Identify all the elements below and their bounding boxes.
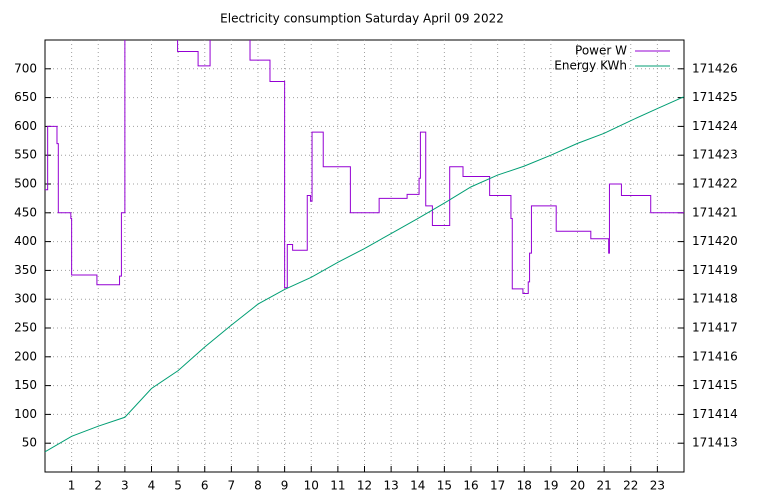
series-line [45, 96, 684, 453]
y-tick-label: 300 [14, 292, 37, 306]
x-tick-label: 18 [517, 479, 532, 493]
x-tick-label: 10 [304, 479, 319, 493]
y-tick-label: 450 [14, 205, 37, 219]
y2-tick-label: 171422 [692, 177, 738, 191]
y-tick-label: 50 [22, 436, 37, 450]
y2-tick-label: 171419 [692, 263, 738, 277]
y-tick-label: 400 [14, 234, 37, 248]
y-tick-label: 200 [14, 349, 37, 363]
x-tick-label: 14 [410, 479, 425, 493]
x-tick-label: 13 [383, 479, 398, 493]
y-tick-label: 650 [14, 90, 37, 104]
series-line [45, 40, 684, 294]
x-tick-label: 16 [463, 479, 478, 493]
y2-tick-label: 171413 [692, 436, 738, 450]
y2-tick-label: 171426 [692, 61, 738, 75]
y2-tick-label: 171415 [692, 378, 738, 392]
x-tick-label: 6 [201, 479, 209, 493]
y2-tick-label: 171416 [692, 349, 738, 363]
x-tick-label: 4 [148, 479, 156, 493]
y-tick-label: 250 [14, 321, 37, 335]
x-tick-label: 22 [623, 479, 638, 493]
x-tick-label: 11 [330, 479, 345, 493]
y-tick-label: 700 [14, 61, 37, 75]
x-tick-label: 8 [254, 479, 262, 493]
y2-tick-label: 171421 [692, 205, 738, 219]
y-tick-label: 150 [14, 378, 37, 392]
x-tick-label: 1 [68, 479, 76, 493]
x-tick-label: 23 [650, 479, 665, 493]
y2-tick-label: 171414 [692, 407, 738, 421]
x-tick-label: 17 [490, 479, 505, 493]
x-tick-label: 9 [281, 479, 289, 493]
y2-tick-label: 171424 [692, 119, 738, 133]
x-tick-label: 15 [437, 479, 452, 493]
legend-label: Power W [575, 44, 627, 58]
chart-title: Electricity consumption Saturday April 0… [220, 12, 504, 26]
y-tick-label: 350 [14, 263, 37, 277]
y2-tick-label: 171418 [692, 292, 738, 306]
x-tick-label: 5 [174, 479, 182, 493]
x-tick-label: 12 [357, 479, 372, 493]
y2-tick-label: 171425 [692, 90, 738, 104]
y-tick-label: 100 [14, 407, 37, 421]
x-tick-label: 7 [228, 479, 236, 493]
x-tick-label: 20 [570, 479, 585, 493]
x-tick-label: 3 [121, 479, 129, 493]
y2-tick-label: 171417 [692, 321, 738, 335]
x-tick-label: 2 [94, 479, 102, 493]
y-tick-label: 550 [14, 148, 37, 162]
y2-tick-label: 171423 [692, 148, 738, 162]
plot-lines [45, 40, 684, 453]
y2-tick-label: 171420 [692, 234, 738, 248]
y-tick-label: 600 [14, 119, 37, 133]
y-tick-label: 500 [14, 177, 37, 191]
x-tick-label: 19 [543, 479, 558, 493]
legend-label: Energy KWh [554, 59, 627, 73]
x-tick-label: 21 [596, 479, 611, 493]
